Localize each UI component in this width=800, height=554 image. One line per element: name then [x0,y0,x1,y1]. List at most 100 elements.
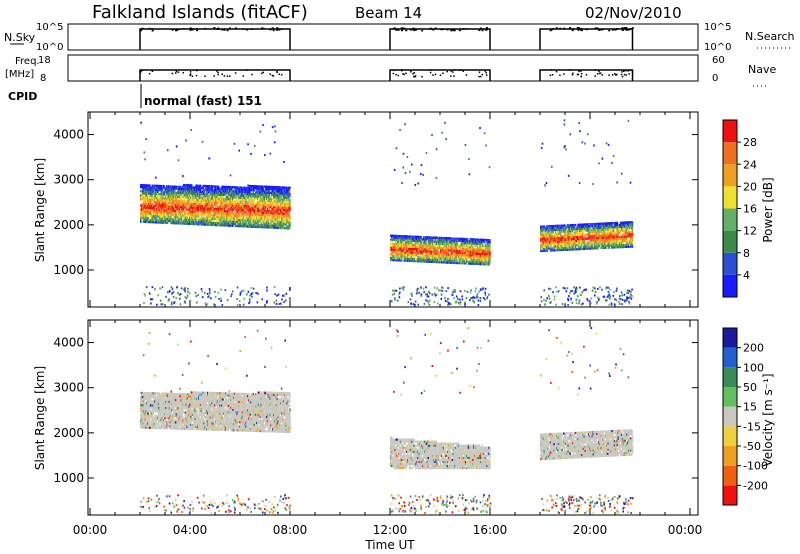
data-cell [230,224,232,227]
data-cell [468,244,471,247]
data-cell [180,189,182,193]
data-cell [257,209,260,212]
data-cell [252,191,255,194]
data-cell [473,242,476,245]
data-cell [190,196,193,199]
data-cell [231,224,234,227]
data-cell [242,225,245,228]
nsky-point [402,27,405,30]
data-cell [481,256,483,260]
data-cell [217,213,220,217]
data-cell [272,185,274,189]
data-cell [215,207,217,210]
data-cell [560,244,563,248]
nave-point [392,72,395,75]
data-cell [449,247,452,250]
data-cell [158,197,161,200]
data-cell [265,224,267,227]
data-cell [401,241,404,244]
data-cell [478,256,480,260]
data-cell [483,238,486,242]
data-cell [467,242,470,245]
data-cell [189,218,191,221]
data-cell [178,189,180,193]
data-cell [419,235,422,239]
data-cell [392,250,395,254]
far-range-cell [247,184,249,187]
data-cell [271,206,273,209]
data-cell [566,246,569,249]
data-cell [173,185,175,188]
data-cell [160,205,163,208]
data-cell [261,226,264,229]
data-cell [209,193,212,196]
data-cell [195,194,197,197]
data-cell [213,199,215,202]
near-range-cell [426,293,429,296]
data-cell [270,202,272,205]
nsky-point [446,29,449,31]
data-cell [214,209,216,212]
data-cell [556,224,558,227]
data-cell [540,239,543,242]
data-cell [168,201,171,204]
data-cell [448,255,450,258]
data-cell [145,214,147,217]
near-range-cell [476,294,478,297]
data-cell [280,190,282,193]
data-cell [564,236,566,239]
data-cell [196,202,198,206]
data-cell [158,184,161,188]
data-cell [427,260,430,263]
data-cell [432,244,435,247]
data-cell [184,220,187,223]
data-cell [417,245,420,249]
data-cell [459,247,462,251]
nsky-point [608,29,611,32]
data-cell [202,211,205,214]
data-cell [273,222,275,225]
data-cell [281,196,284,199]
data-cell [279,224,281,228]
data-cell [273,200,276,203]
data-cell [239,210,241,214]
data-cell [238,196,240,199]
data-cell [484,249,487,252]
data-cell [236,210,239,213]
data-cell [242,211,245,214]
data-cell [228,212,230,215]
data-cell [182,192,185,195]
data-cell [229,212,231,215]
data-cell [397,247,399,250]
nsky-point [631,27,634,29]
data-cell [390,236,393,239]
data-cell [458,262,461,265]
data-cell [232,206,235,209]
data-cell [285,225,288,228]
data-cell [248,190,250,194]
data-cell [157,186,160,190]
data-cell [234,192,237,195]
data-cell [157,221,160,224]
data-cell [200,194,203,198]
data-cell [475,244,478,247]
nsky-point [601,28,604,31]
data-cell [195,188,197,191]
data-cell [273,208,275,211]
data-cell [545,247,547,250]
data-cell [434,242,437,245]
near-range-cell [425,299,427,302]
data-cell [203,192,205,196]
data-cell [147,214,149,218]
far-range-cell [273,141,276,144]
data-cell [248,190,251,194]
data-cell [547,225,549,228]
data-cell [443,259,446,262]
data-cell [253,219,255,222]
data-cell [191,210,194,213]
nsky-point [151,28,154,30]
data-cell [448,261,451,264]
data-cell [438,238,440,241]
data-cell [251,217,254,220]
data-cell [198,219,200,222]
